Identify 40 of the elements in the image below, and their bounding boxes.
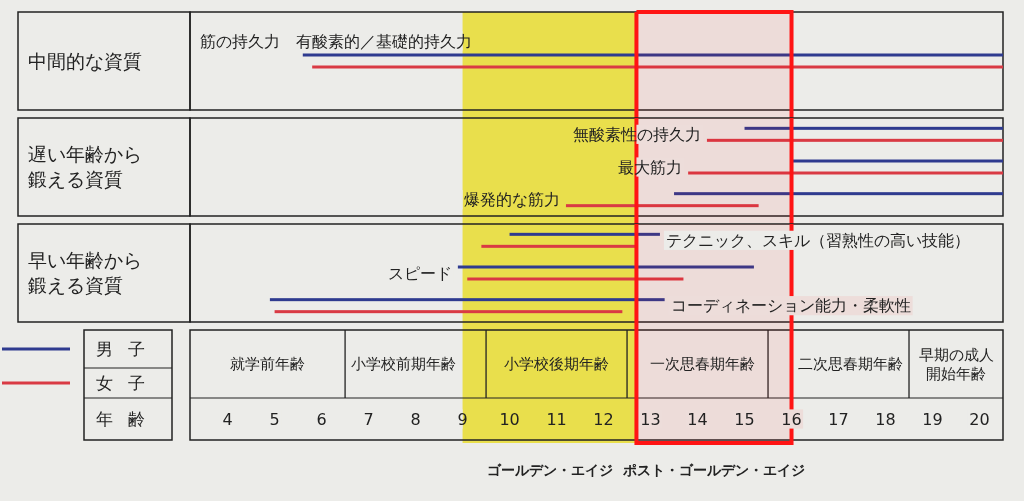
y-tick-label: コーディネーション能力・柔軟性 bbox=[670, 296, 911, 316]
bar bbox=[509, 232, 660, 236]
bar bbox=[467, 277, 684, 281]
legend-label: 男子 bbox=[95, 338, 161, 359]
text: 早い年齢から鍛える資質 bbox=[28, 249, 142, 296]
text: 中間的な資質 bbox=[28, 49, 142, 72]
y-tick-label: 爆発的な筋力 bbox=[463, 190, 560, 210]
x-tick-label: 10 bbox=[499, 409, 520, 429]
text: 小学校前期年齢 bbox=[351, 355, 457, 374]
bar bbox=[269, 298, 665, 302]
y-tick-label: スピード bbox=[387, 263, 452, 283]
bar bbox=[457, 265, 754, 269]
text: 就学前年齢 bbox=[230, 355, 306, 374]
text: 一次思春期年齢 bbox=[649, 355, 755, 374]
x-tick-label: 19 bbox=[922, 409, 943, 429]
x-tick-label: 14 bbox=[687, 409, 708, 429]
x-tick-label: 5 bbox=[269, 409, 280, 429]
y-tick-label: テクニック、スキル（習熟性の高い技能） bbox=[665, 230, 970, 250]
x-tick-label: 17 bbox=[828, 409, 849, 429]
bar bbox=[481, 244, 637, 248]
x-tick-label: 11 bbox=[546, 409, 567, 429]
x-tick-label: 7 bbox=[363, 409, 374, 429]
text: 二次思春期年齢 bbox=[797, 355, 903, 374]
band-label: ポスト・ゴールデン・エイジ bbox=[621, 461, 805, 478]
text: 早期の成人開始年齢 bbox=[918, 345, 994, 383]
bar bbox=[274, 310, 623, 314]
legend-label: 女子 bbox=[95, 372, 161, 393]
x-tick-label: 4 bbox=[222, 409, 233, 429]
x-tick-label: 16 bbox=[781, 409, 802, 429]
x-tick-label: 6 bbox=[316, 409, 327, 429]
x-axis-title: 年齢 bbox=[95, 408, 161, 429]
x-tick-label: 12 bbox=[593, 409, 614, 429]
text: 遅い年齢から鍛える資質 bbox=[28, 143, 142, 190]
x-tick-label: 15 bbox=[734, 409, 755, 429]
x-tick-label: 18 bbox=[875, 409, 896, 429]
x-tick-label: 13 bbox=[640, 409, 661, 429]
text: 小学校後期年齢 bbox=[504, 355, 610, 374]
x-tick-label: 8 bbox=[410, 409, 421, 429]
band-label: ゴールデン・エイジ bbox=[486, 461, 613, 478]
x-tick-label: 20 bbox=[969, 409, 990, 429]
